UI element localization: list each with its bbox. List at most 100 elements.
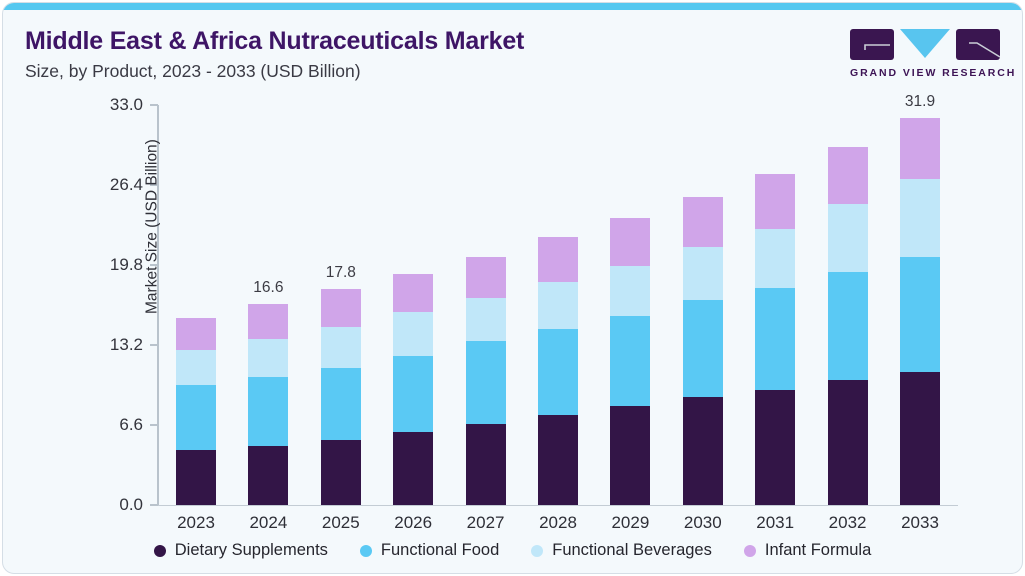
chart-legend: Dietary Supplements Functional Food Functi…: [3, 541, 1022, 560]
y-tick-mark: [150, 264, 158, 266]
x-axis-line: [157, 504, 958, 506]
bar-segment-2025-functional-food[interactable]: [320, 368, 361, 440]
bar-2029[interactable]: [610, 217, 651, 505]
bar-2023[interactable]: [176, 318, 216, 505]
bar-segment-2027-functional-beverages[interactable]: [465, 297, 506, 342]
x-tick-label-2030: 2030: [683, 513, 722, 532]
bar-segment-2028-dietary-supplements[interactable]: [538, 415, 578, 505]
bar-segment-2026-functional-food[interactable]: [393, 355, 434, 433]
bar-segment-2029-functional-beverages[interactable]: [610, 266, 651, 316]
legend-marker-icon: [359, 544, 372, 557]
bar-segment-2029-functional-food[interactable]: [610, 315, 651, 406]
legend-item-functional-food[interactable]: Functional Food: [359, 541, 500, 560]
bar-segment-2026-functional-beverages[interactable]: [393, 312, 434, 356]
page-title: Middle East & Africa Nutraceuticals Mark…: [25, 27, 525, 55]
y-tick-label: 13.2: [109, 335, 143, 354]
y-tick-0.0: 0.0: [119, 495, 158, 515]
bar-segment-2027-infant-formula[interactable]: [465, 256, 506, 298]
bar-2030[interactable]: [682, 197, 723, 505]
page-subtitle: Size, by Product, 2023 - 2033 (USD Billi…: [25, 61, 361, 81]
y-tick-mark: [150, 104, 158, 106]
bar-2033[interactable]: [900, 118, 940, 505]
y-tick-6.6: 6.6: [119, 415, 158, 435]
bar-segment-2030-dietary-supplements[interactable]: [682, 397, 723, 505]
bar-segment-2023-functional-beverages[interactable]: [176, 349, 216, 385]
bar-segment-2031-dietary-supplements[interactable]: [755, 389, 796, 505]
bar-segment-2029-infant-formula[interactable]: [610, 217, 651, 267]
x-tick-label-2032: 2032: [828, 513, 867, 532]
card-top-accent: [3, 3, 1022, 10]
legend-item-functional-beverages[interactable]: Functional Beverages: [531, 541, 712, 560]
bar-segment-2031-functional-beverages[interactable]: [755, 228, 796, 289]
bar-2028[interactable]: [538, 237, 578, 505]
bar-2032[interactable]: [827, 147, 868, 505]
legend-label: Functional Beverages: [552, 541, 712, 559]
bar-segment-2024-dietary-supplements[interactable]: [248, 445, 289, 505]
bar-segment-2023-functional-food[interactable]: [176, 384, 216, 451]
bar-segment-2032-functional-beverages[interactable]: [827, 204, 868, 273]
bar-segment-2030-functional-food[interactable]: [682, 300, 723, 398]
bar-2031[interactable]: [755, 174, 796, 505]
bar-segment-2023-infant-formula[interactable]: [176, 318, 216, 350]
bar-total-label-2033: 31.9: [904, 93, 936, 111]
y-tick-label: 26.4: [109, 175, 143, 194]
logo-v-triangle: [900, 29, 950, 58]
bar-segment-2028-functional-beverages[interactable]: [538, 281, 578, 330]
bar-segment-2023-dietary-supplements[interactable]: [176, 450, 216, 505]
bar-segment-2031-infant-formula[interactable]: [755, 174, 796, 229]
y-axis-line: [157, 105, 159, 505]
bar-segment-2024-infant-formula[interactable]: [248, 303, 289, 339]
legend-label: Functional Food: [380, 541, 500, 559]
legend-marker-icon: [531, 544, 544, 557]
y-tick-26.4: 26.4: [110, 175, 158, 195]
bar-segment-2030-functional-beverages[interactable]: [682, 246, 723, 301]
y-tick-mark: [150, 344, 158, 346]
bar-segment-2029-dietary-supplements[interactable]: [610, 405, 651, 505]
x-tick-label-2028: 2028: [539, 513, 577, 532]
bar-segment-2031-functional-food[interactable]: [755, 288, 796, 390]
stacked-bar-chart: 0.0 6.6 13.2 19.8 26.4 33.0 2023 16.6 2024 17.8 20…: [110, 93, 958, 532]
bar-2024[interactable]: [248, 303, 289, 505]
x-tick-label-2023: 2023: [177, 513, 215, 532]
bar-segment-2033-functional-food[interactable]: [900, 256, 940, 372]
bar-segment-2026-dietary-supplements[interactable]: [393, 432, 434, 505]
bar-total-label-2025: 17.8: [325, 264, 356, 282]
bar-segment-2033-dietary-supplements[interactable]: [900, 371, 940, 505]
x-tick-label-2027: 2027: [466, 513, 505, 532]
bar-segment-2032-infant-formula[interactable]: [827, 147, 868, 205]
y-axis-title: Market Size (USD Billion): [143, 139, 161, 314]
bar-segment-2026-infant-formula[interactable]: [393, 273, 434, 313]
bar-segment-2033-infant-formula[interactable]: [900, 118, 940, 179]
bar-2026[interactable]: [393, 273, 434, 506]
bar-segment-2025-functional-beverages[interactable]: [320, 326, 361, 369]
x-tick-label-2024: 2024: [249, 513, 288, 532]
legend-item-dietary-supplements[interactable]: Dietary Supplements: [153, 541, 328, 560]
bar-segment-2027-functional-food[interactable]: [465, 341, 506, 424]
bar-segment-2027-dietary-supplements[interactable]: [465, 423, 506, 505]
bar-segment-2024-functional-beverages[interactable]: [248, 338, 289, 377]
bar-2025[interactable]: [320, 289, 361, 505]
bar-segment-2032-functional-food[interactable]: [827, 272, 868, 381]
bar-segment-2032-dietary-supplements[interactable]: [827, 380, 868, 505]
y-tick-label: 33.0: [109, 95, 143, 114]
y-tick-mark: [150, 184, 158, 186]
legend-item-infant-formula[interactable]: Infant Formula: [743, 541, 872, 560]
bar-2027[interactable]: [465, 256, 506, 505]
bar-segment-2033-functional-beverages[interactable]: [900, 178, 940, 257]
bar-segment-2030-infant-formula[interactable]: [682, 197, 723, 247]
y-tick-label: 19.8: [109, 255, 143, 274]
x-tick-label-2029: 2029: [611, 513, 650, 532]
legend-label: Dietary Supplements: [174, 541, 328, 559]
y-tick-mark: [150, 424, 158, 426]
bar-segment-2025-infant-formula[interactable]: [320, 289, 361, 327]
bar-segment-2028-infant-formula[interactable]: [538, 237, 578, 282]
bar-segment-2025-dietary-supplements[interactable]: [320, 439, 361, 505]
legend-label: Infant Formula: [764, 541, 872, 559]
bar-total-label-2024: 16.6: [253, 278, 284, 296]
bar-segment-2024-functional-food[interactable]: [248, 376, 289, 446]
x-tick-label-2031: 2031: [756, 513, 795, 532]
bar-segment-2028-functional-food[interactable]: [538, 329, 578, 416]
y-tick-33.0: 33.0: [110, 95, 158, 115]
x-tick-label-2025: 2025: [321, 513, 360, 532]
